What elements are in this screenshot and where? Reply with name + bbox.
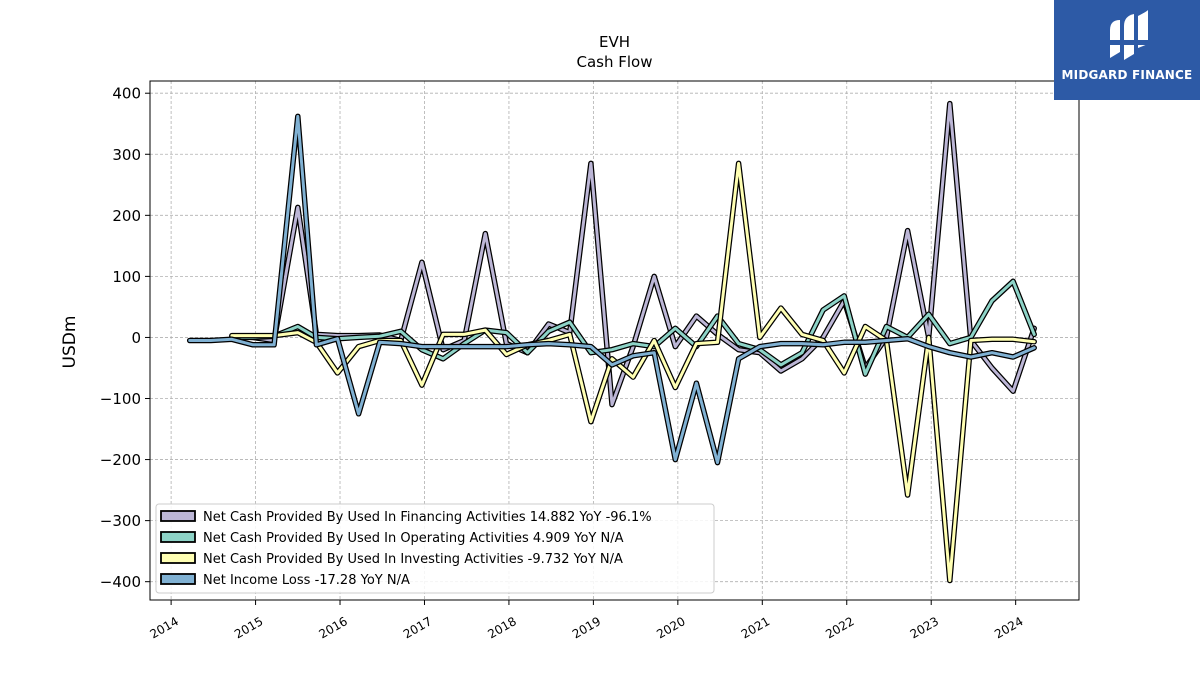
y-tick-label: −200 <box>100 451 141 469</box>
legend-label: Net Cash Provided By Used In Operating A… <box>203 531 624 546</box>
series-0-outline <box>229 100 1037 408</box>
x-tick-label: 2022 <box>823 614 856 641</box>
y-tick-label: 100 <box>112 268 141 286</box>
series-3-outline <box>186 113 1037 466</box>
y-axis-ticks: 400 300 200 100 0 −100 −200 −300 −400 <box>100 85 150 591</box>
y-tick-label: 300 <box>112 146 141 164</box>
series-3-line <box>188 114 1036 465</box>
logo-text: MIDGARD FINANCE <box>1061 68 1193 82</box>
x-axis-ticks: 2014 2015 2016 2017 2018 2019 2020 2021 2022 2023… <box>148 600 1026 641</box>
legend-box <box>155 503 715 594</box>
x-tick-label: 2021 <box>739 614 772 641</box>
y-tick-label: −400 <box>100 573 141 591</box>
x-tick-label: 2018 <box>485 614 518 641</box>
legend-label: Net Cash Provided By Used In Financing A… <box>203 510 652 525</box>
y-axis-label: USDm <box>60 316 80 369</box>
legend-label: Net Cash Provided By Used In Investing A… <box>203 552 623 567</box>
x-tick-label: 2015 <box>232 614 265 641</box>
legend-swatch <box>160 531 196 543</box>
y-tick-label: 400 <box>112 85 141 103</box>
x-tick-label: 2023 <box>908 614 941 641</box>
midgard-finance-logo: MIDGARD FINANCE <box>1054 0 1200 100</box>
x-tick-label: 2016 <box>316 614 349 641</box>
legend: Net Cash Provided By Used In Financing A… <box>155 503 715 594</box>
plot-frame <box>149 80 1080 601</box>
chart-title: EVH <box>599 33 630 51</box>
legend-swatch <box>160 510 196 522</box>
y-tick-label: 0 <box>131 329 141 347</box>
chart-subtitle: Cash Flow <box>577 53 653 71</box>
legend-swatch <box>160 573 196 585</box>
legend-swatch <box>160 552 196 564</box>
x-tick-label: 2024 <box>992 614 1025 641</box>
x-tick-label: 2019 <box>570 614 603 641</box>
y-tick-label: −300 <box>100 512 141 530</box>
series-lines <box>186 100 1037 584</box>
y-tick-label: −100 <box>100 390 141 408</box>
series-1-line <box>230 279 1036 376</box>
series-1-outline <box>229 278 1037 377</box>
x-tick-label: 2014 <box>148 614 181 641</box>
logo-mark-icon <box>1106 10 1150 60</box>
legend-label: Net Income Loss -17.28 YoY N/A <box>203 573 410 588</box>
y-tick-label: 200 <box>112 207 141 225</box>
x-tick-label: 2020 <box>654 614 687 641</box>
x-tick-label: 2017 <box>401 614 434 641</box>
series-2-line <box>230 161 1036 582</box>
